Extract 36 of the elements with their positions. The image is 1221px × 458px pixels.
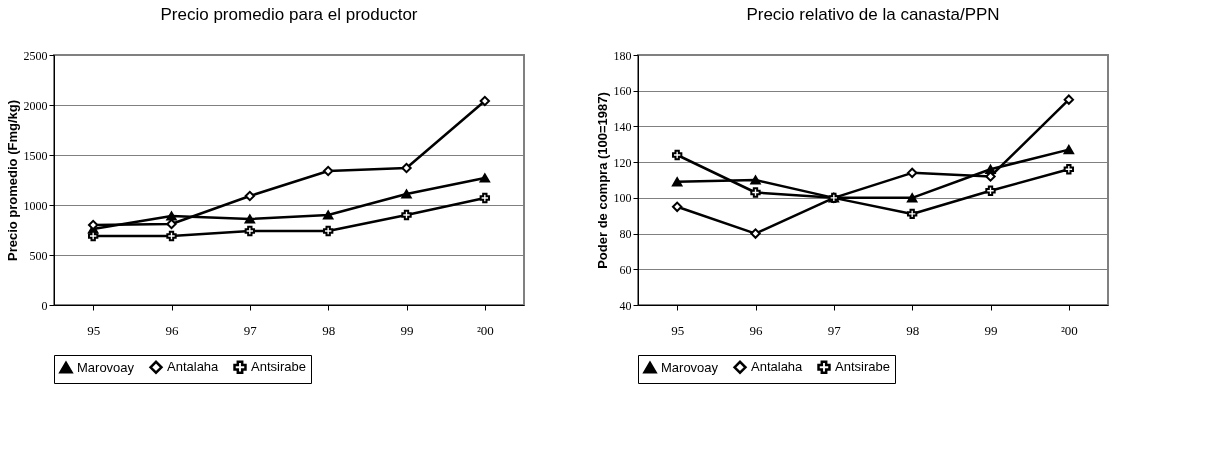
y-tick-label: 140 <box>613 119 632 134</box>
y-tick-label: 0 <box>41 298 48 313</box>
chart-title: Precio relativo de la canasta/PPN <box>746 5 1000 24</box>
y-axis-title: Poder de compra (100=1987) <box>594 92 610 269</box>
legend-label: Marovoay <box>77 359 135 375</box>
y-tick-label: 500 <box>29 248 48 263</box>
legend-label: Antsirabe <box>251 359 306 375</box>
legend-label: Antsirabe <box>835 359 890 375</box>
legend-label: Marovoay <box>661 359 719 375</box>
y-tick-label: 40 <box>619 298 632 313</box>
y-tick-label: 1000 <box>23 198 48 213</box>
x-tick-label: 98 <box>906 322 920 338</box>
y-tick-label: 120 <box>613 155 632 170</box>
x-tick-label: 96 <box>165 322 179 338</box>
legend-label: Antalaha <box>167 359 220 375</box>
x-tick-label: 99 <box>400 322 414 338</box>
x-tick-label: 97 <box>243 322 258 338</box>
x-tick-label: 97 <box>827 322 842 338</box>
chart-title: Precio promedio para el productor <box>160 5 418 24</box>
legend-label: Antalaha <box>751 359 804 375</box>
x-tick-label: ²00 <box>476 322 494 338</box>
x-tick-label: 95 <box>671 322 685 338</box>
x-tick-label: 95 <box>87 322 101 338</box>
x-tick-label: 99 <box>984 322 998 338</box>
y-axis-title: Precio promedio (Fmg/kg) <box>4 99 20 262</box>
y-tick-label: 2000 <box>23 98 48 113</box>
y-tick-label: 60 <box>619 262 632 277</box>
x-tick-label: ²00 <box>1060 322 1078 338</box>
y-tick-label: 80 <box>619 227 632 242</box>
x-tick-label: 96 <box>749 322 763 338</box>
y-tick-label: 2500 <box>23 48 48 63</box>
y-tick-label: 1500 <box>23 148 48 163</box>
y-tick-label: 180 <box>613 48 632 63</box>
y-tick-label: 100 <box>613 191 632 206</box>
x-tick-label: 98 <box>322 322 336 338</box>
y-tick-label: 160 <box>613 84 632 99</box>
